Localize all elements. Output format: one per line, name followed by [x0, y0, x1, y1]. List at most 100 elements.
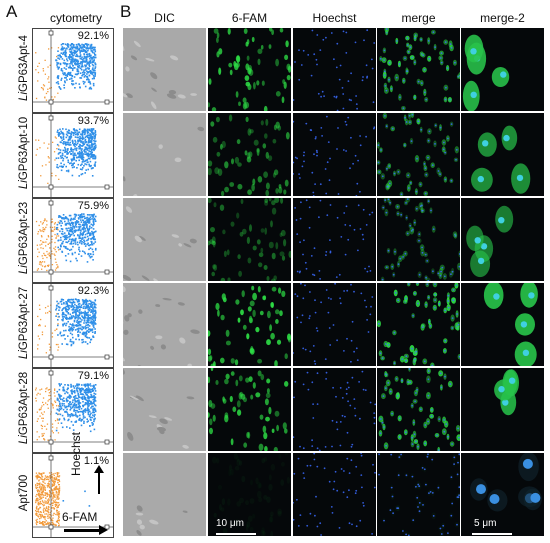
positive-event-dot: [70, 220, 72, 222]
negative-event-dot: [38, 336, 39, 337]
positive-event-dot: [84, 317, 86, 319]
positive-event-dot: [95, 312, 97, 314]
negative-event-dot: [46, 387, 47, 388]
negative-event-dot: [51, 479, 52, 480]
green-cell: [237, 162, 242, 166]
positive-event-dot: [84, 417, 86, 419]
blue-nucleus: [378, 474, 380, 476]
blue-nucleus: [401, 358, 403, 360]
blue-nucleus: [350, 72, 352, 74]
gate-handle: [49, 31, 53, 35]
blue-nucleus: [451, 180, 453, 182]
blue-nucleus: [334, 283, 336, 285]
negative-event-dot: [55, 262, 56, 263]
positive-event-dot: [62, 400, 64, 402]
negative-event-dot: [57, 229, 58, 230]
positive-event-dot: [72, 238, 74, 240]
positive-event-dot: [71, 227, 73, 229]
negative-event-dot: [37, 490, 38, 491]
negative-event-dot: [45, 307, 46, 308]
negative-event-dot: [38, 472, 39, 473]
positive-event-dot: [71, 83, 73, 85]
positive-event-dot: [75, 395, 77, 397]
blue-nucleus: [349, 225, 351, 227]
cell-shape: [148, 415, 156, 419]
negative-event-dot: [41, 389, 42, 390]
positive-event-dot: [92, 58, 94, 60]
blue-nucleus: [456, 313, 458, 315]
blue-nucleus: [424, 424, 426, 426]
negative-event-dot: [38, 494, 39, 495]
positive-event-dot: [83, 322, 85, 324]
positive-event-dot: [84, 56, 86, 58]
blue-nucleus: [294, 381, 296, 383]
blue-nucleus: [405, 253, 407, 255]
positive-event-dot: [76, 385, 78, 387]
positive-event-dot: [95, 220, 97, 222]
blue-nucleus: [374, 423, 376, 425]
positive-event-dot: [78, 131, 80, 133]
positive-event-dot: [72, 60, 74, 62]
positive-event-dot: [69, 65, 71, 67]
green-cell: [289, 251, 292, 258]
green-cell: [277, 125, 281, 130]
negative-event-dot: [41, 244, 42, 245]
positive-event-dot: [75, 74, 77, 76]
blue-nucleus: [303, 477, 305, 479]
positive-event-dot: [77, 134, 79, 136]
blue-nucleus: [368, 331, 370, 333]
positive-event-dot: [77, 311, 79, 313]
negative-event-dot: [44, 439, 45, 440]
negative-event-dot: [55, 420, 56, 421]
negative-event-dot: [37, 485, 38, 486]
negative-event-dot: [41, 428, 42, 429]
positive-event-dot: [64, 67, 66, 69]
positive-event-dot: [76, 260, 78, 262]
flow-plot-3: 75.9%: [32, 198, 114, 283]
positive-event-dot: [84, 216, 86, 218]
blue-nucleus: [310, 513, 312, 515]
positive-event-dot: [70, 215, 72, 217]
blue-nucleus: [311, 439, 313, 441]
positive-event-dot: [75, 315, 77, 317]
green-cell: [265, 119, 268, 126]
positive-event-dot: [85, 230, 87, 232]
blue-nucleus: [418, 233, 420, 235]
negative-event-dot: [39, 491, 40, 492]
negative-event-dot: [54, 439, 55, 440]
positive-event-dot: [69, 142, 71, 144]
positive-event-dot: [95, 134, 97, 136]
blue-nucleus: [355, 155, 357, 157]
blue-nucleus: [361, 455, 363, 457]
green-cell: [235, 359, 238, 365]
blue-nucleus: [441, 62, 443, 64]
negative-event-dot: [55, 525, 56, 526]
blue-nucleus: [314, 459, 316, 461]
negative-event-dot: [45, 60, 46, 61]
positive-event-dot: [92, 336, 94, 338]
blue-nucleus: [386, 168, 388, 170]
positive-event-dot: [81, 46, 83, 48]
blue-nucleus: [418, 240, 420, 242]
positive-event-dot: [65, 216, 67, 218]
positive-event-dot: [57, 66, 59, 68]
positive-event-dot: [79, 332, 81, 334]
positive-event-dot: [62, 70, 64, 72]
blue-nucleus: [380, 58, 382, 60]
negative-event-dot: [35, 500, 36, 501]
positive-event-dot: [85, 234, 87, 236]
blue-nucleus: [390, 454, 392, 456]
positive-event-dot: [76, 317, 78, 319]
positive-event-dot: [92, 328, 94, 330]
positive-event-dot: [64, 87, 66, 89]
green-cell: [285, 40, 288, 47]
positive-event-dot: [79, 303, 81, 305]
positive-event-dot: [71, 345, 73, 347]
positive-event-dot: [91, 227, 93, 229]
negative-event-dot: [47, 485, 48, 486]
positive-event-dot: [73, 302, 75, 304]
positive-event-dot: [82, 233, 84, 235]
blue-nucleus: [425, 277, 427, 279]
blue-nucleus: [420, 184, 422, 186]
cell-shape: [178, 336, 187, 345]
